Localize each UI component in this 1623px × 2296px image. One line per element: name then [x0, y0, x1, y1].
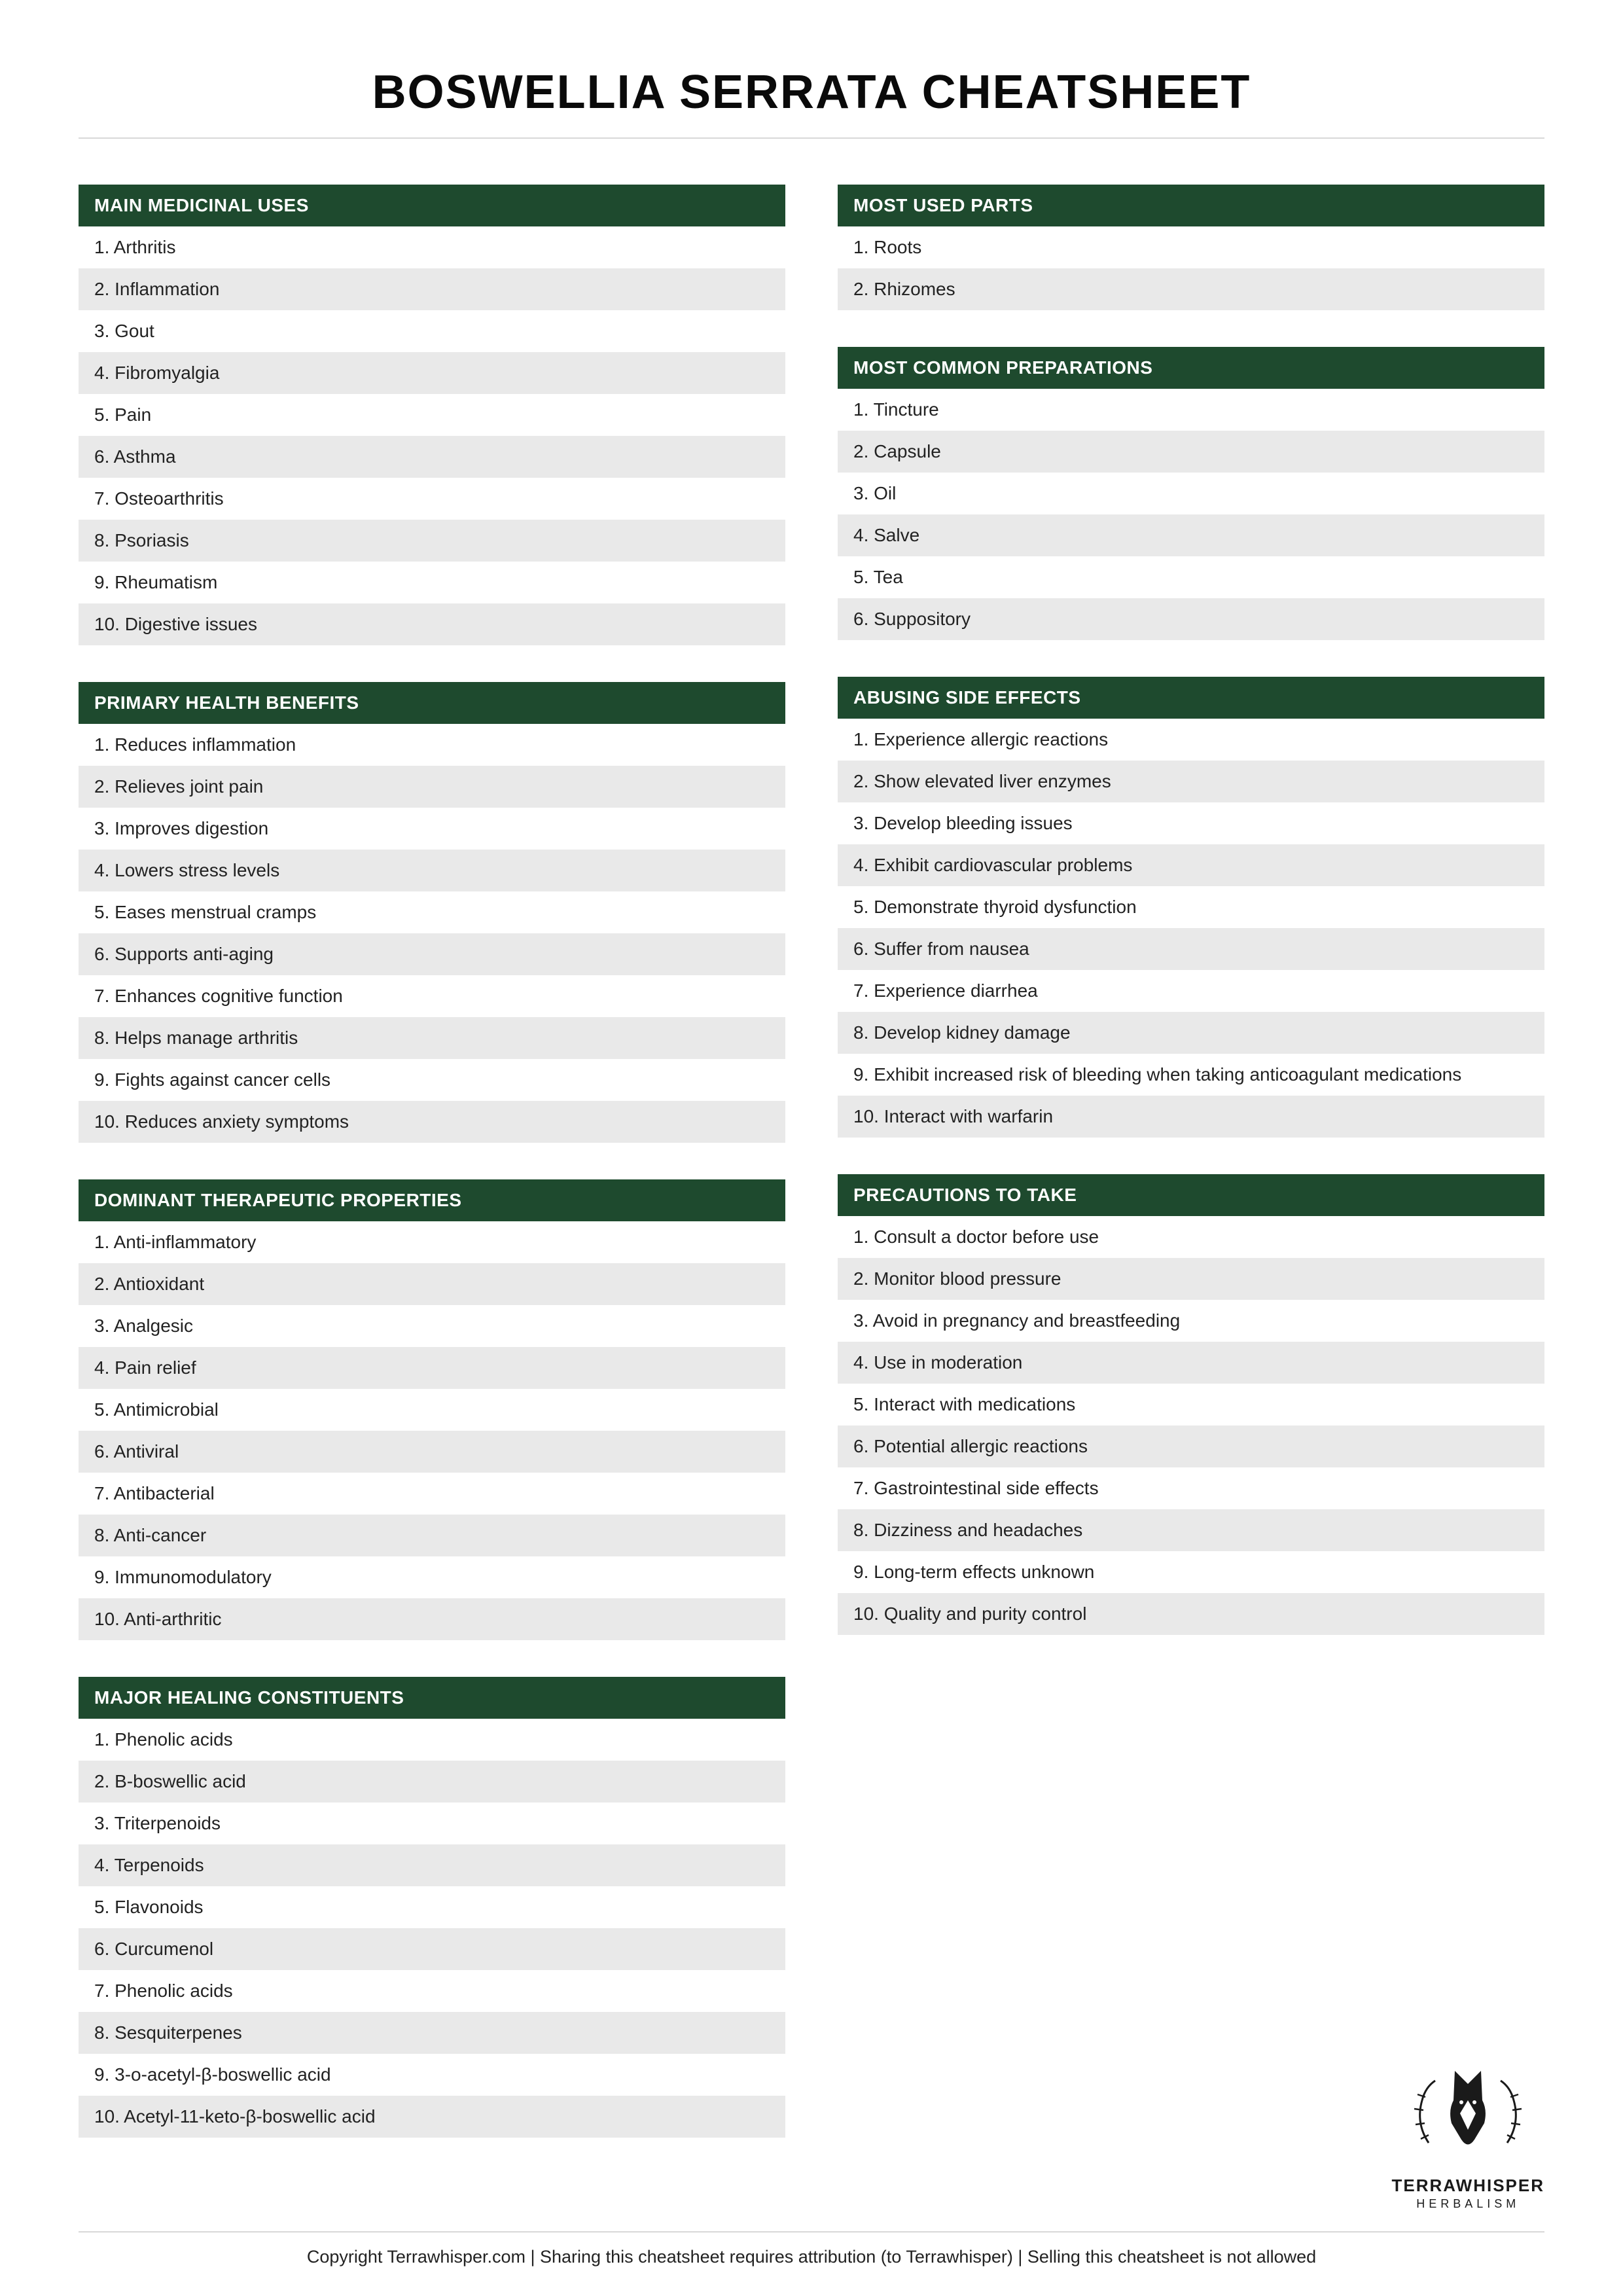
- list-item: 5. Tea: [838, 556, 1544, 598]
- section-header: DOMINANT THERAPEUTIC PROPERTIES: [79, 1179, 785, 1221]
- right-section-1: MOST COMMON PREPARATIONS1. Tincture2. Ca…: [838, 347, 1544, 640]
- list-item: 6. Asthma: [79, 436, 785, 478]
- right-column: MOST USED PARTS1. Roots2. Rhizomes MOST C…: [838, 185, 1544, 2174]
- footer: Copyright Terrawhisper.com | Sharing thi…: [79, 2218, 1544, 2267]
- list-item: 10. Digestive issues: [79, 603, 785, 645]
- list-item: 2. Inflammation: [79, 268, 785, 310]
- list-item: 9. Exhibit increased risk of bleeding wh…: [838, 1054, 1544, 1096]
- title-divider: [79, 137, 1544, 139]
- list-item: 8. Dizziness and headaches: [838, 1509, 1544, 1551]
- list-item: 6. Potential allergic reactions: [838, 1426, 1544, 1467]
- list-item: 4. Exhibit cardiovascular problems: [838, 844, 1544, 886]
- list-item: 4. Use in moderation: [838, 1342, 1544, 1384]
- list-item: 10. Quality and purity control: [838, 1593, 1544, 1635]
- list-item: 7. Phenolic acids: [79, 1970, 785, 2012]
- footer-divider: [79, 2231, 1544, 2233]
- list-item: 3. Develop bleeding issues: [838, 802, 1544, 844]
- list-item: 1. Roots: [838, 226, 1544, 268]
- list-item: 10. Reduces anxiety symptoms: [79, 1101, 785, 1143]
- page-title: BOSWELLIA SERRATA CHEATSHEET: [79, 65, 1544, 119]
- right-section-2: ABUSING SIDE EFFECTS1. Experience allerg…: [838, 677, 1544, 1138]
- fox-wreath-icon: [1402, 2064, 1533, 2169]
- brand-tagline: HERBALISM: [1392, 2197, 1544, 2211]
- list-item: 8. Sesquiterpenes: [79, 2012, 785, 2054]
- list-item: 8. Develop kidney damage: [838, 1012, 1544, 1054]
- list-item: 7. Experience diarrhea: [838, 970, 1544, 1012]
- section-header: MOST USED PARTS: [838, 185, 1544, 226]
- list-item: 9. 3-o-acetyl-β-boswellic acid: [79, 2054, 785, 2096]
- list-item: 1. Tincture: [838, 389, 1544, 431]
- list-item: 6. Supports anti-aging: [79, 933, 785, 975]
- brand-name: TERRAWHISPER: [1392, 2176, 1544, 2196]
- list-item: 10. Interact with warfarin: [838, 1096, 1544, 1138]
- list-item: 3. Gout: [79, 310, 785, 352]
- list-item: 6. Suppository: [838, 598, 1544, 640]
- list-item: 4. Lowers stress levels: [79, 850, 785, 891]
- list-item: 1. Consult a doctor before use: [838, 1216, 1544, 1258]
- list-item: 1. Experience allergic reactions: [838, 719, 1544, 761]
- list-item: 1. Arthritis: [79, 226, 785, 268]
- footer-text: Copyright Terrawhisper.com | Sharing thi…: [307, 2247, 1316, 2267]
- list-item: 4. Terpenoids: [79, 1844, 785, 1886]
- list-item: 5. Demonstrate thyroid dysfunction: [838, 886, 1544, 928]
- list-item: 9. Long-term effects unknown: [838, 1551, 1544, 1593]
- list-item: 1. Anti-inflammatory: [79, 1221, 785, 1263]
- list-item: 9. Immunomodulatory: [79, 1556, 785, 1598]
- list-item: 2. B-boswellic acid: [79, 1761, 785, 1803]
- list-item: 3. Avoid in pregnancy and breastfeeding: [838, 1300, 1544, 1342]
- list-item: 2. Monitor blood pressure: [838, 1258, 1544, 1300]
- left-section-3: MAJOR HEALING CONSTITUENTS1. Phenolic ac…: [79, 1677, 785, 2138]
- list-item: 9. Fights against cancer cells: [79, 1059, 785, 1101]
- list-item: 5. Interact with medications: [838, 1384, 1544, 1426]
- left-column: MAIN MEDICINAL USES1. Arthritis2. Inflam…: [79, 185, 785, 2174]
- left-section-0: MAIN MEDICINAL USES1. Arthritis2. Inflam…: [79, 185, 785, 645]
- list-item: 7. Gastrointestinal side effects: [838, 1467, 1544, 1509]
- list-item: 2. Show elevated liver enzymes: [838, 761, 1544, 802]
- list-item: 1. Reduces inflammation: [79, 724, 785, 766]
- left-section-2: DOMINANT THERAPEUTIC PROPERTIES1. Anti-i…: [79, 1179, 785, 1640]
- left-section-1: PRIMARY HEALTH BENEFITS1. Reduces inflam…: [79, 682, 785, 1143]
- list-item: 4. Fibromyalgia: [79, 352, 785, 394]
- right-section-3: PRECAUTIONS TO TAKE1. Consult a doctor b…: [838, 1174, 1544, 1635]
- list-item: 6. Antiviral: [79, 1431, 785, 1473]
- list-item: 3. Analgesic: [79, 1305, 785, 1347]
- list-item: 6. Curcumenol: [79, 1928, 785, 1970]
- brand-logo: TERRAWHISPER HERBALISM: [1392, 2064, 1544, 2211]
- list-item: 5. Flavonoids: [79, 1886, 785, 1928]
- list-item: 7. Antibacterial: [79, 1473, 785, 1515]
- list-item: 3. Oil: [838, 473, 1544, 514]
- section-header: PRIMARY HEALTH BENEFITS: [79, 682, 785, 724]
- list-item: 4. Pain relief: [79, 1347, 785, 1389]
- list-item: 10. Anti-arthritic: [79, 1598, 785, 1640]
- list-item: 2. Relieves joint pain: [79, 766, 785, 808]
- list-item: 5. Eases menstrual cramps: [79, 891, 785, 933]
- section-header: PRECAUTIONS TO TAKE: [838, 1174, 1544, 1216]
- right-section-0: MOST USED PARTS1. Roots2. Rhizomes: [838, 185, 1544, 310]
- list-item: 4. Salve: [838, 514, 1544, 556]
- list-item: 3. Improves digestion: [79, 808, 785, 850]
- list-item: 2. Capsule: [838, 431, 1544, 473]
- list-item: 6. Suffer from nausea: [838, 928, 1544, 970]
- list-item: 9. Rheumatism: [79, 562, 785, 603]
- list-item: 3. Triterpenoids: [79, 1803, 785, 1844]
- section-header: MAJOR HEALING CONSTITUENTS: [79, 1677, 785, 1719]
- content-columns: MAIN MEDICINAL USES1. Arthritis2. Inflam…: [79, 185, 1544, 2174]
- list-item: 5. Pain: [79, 394, 785, 436]
- list-item: 5. Antimicrobial: [79, 1389, 785, 1431]
- list-item: 8. Psoriasis: [79, 520, 785, 562]
- section-header: ABUSING SIDE EFFECTS: [838, 677, 1544, 719]
- list-item: 8. Helps manage arthritis: [79, 1017, 785, 1059]
- list-item: 7. Osteoarthritis: [79, 478, 785, 520]
- list-item: 2. Rhizomes: [838, 268, 1544, 310]
- list-item: 10. Acetyl-11-keto-β-boswellic acid: [79, 2096, 785, 2138]
- section-header: MOST COMMON PREPARATIONS: [838, 347, 1544, 389]
- section-header: MAIN MEDICINAL USES: [79, 185, 785, 226]
- list-item: 1. Phenolic acids: [79, 1719, 785, 1761]
- list-item: 7. Enhances cognitive function: [79, 975, 785, 1017]
- list-item: 2. Antioxidant: [79, 1263, 785, 1305]
- list-item: 8. Anti-cancer: [79, 1515, 785, 1556]
